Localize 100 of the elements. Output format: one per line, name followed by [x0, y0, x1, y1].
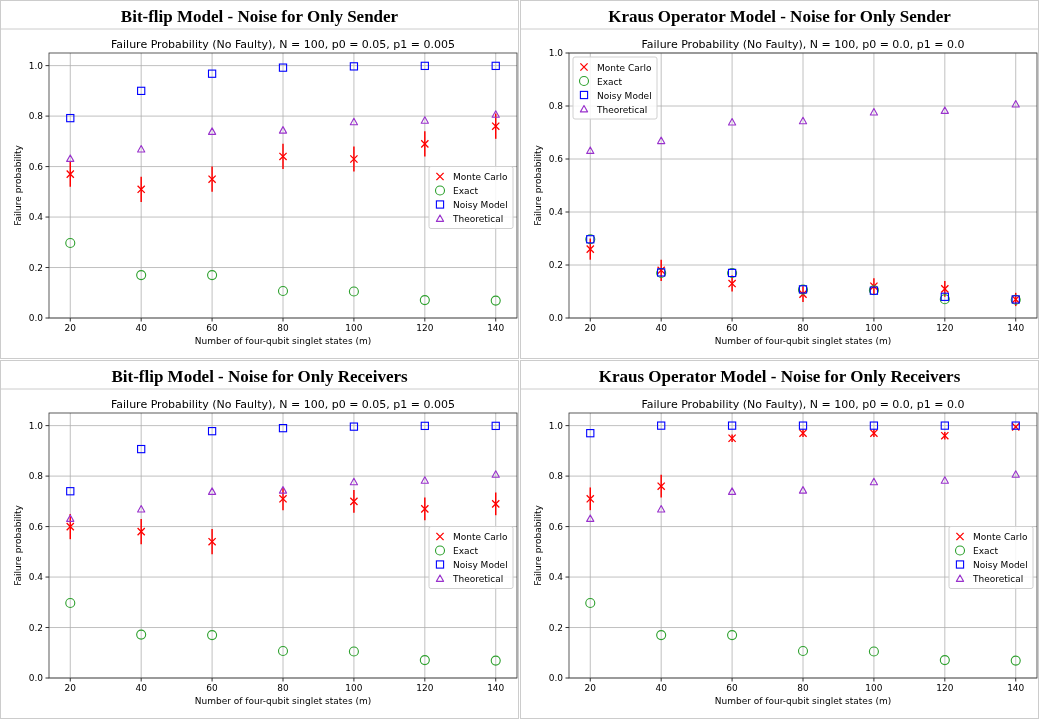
- y-tick-label: 0.4: [548, 207, 564, 217]
- x-tick-label: 140: [1007, 323, 1025, 333]
- point: [727, 279, 737, 288]
- point: [490, 295, 501, 306]
- point: [420, 421, 429, 431]
- point: [207, 174, 217, 184]
- point: [65, 597, 76, 609]
- legend-label: Exact: [453, 186, 479, 196]
- point: [939, 294, 950, 305]
- point: [66, 522, 75, 531]
- point: [136, 185, 146, 194]
- point: [137, 505, 146, 513]
- y-axis-title: Failure probability: [533, 504, 543, 586]
- point: [585, 597, 596, 609]
- point: [349, 422, 359, 431]
- point: [869, 281, 879, 291]
- point: [869, 107, 879, 116]
- y-axis-title: Failure probability: [533, 144, 543, 226]
- point: [278, 486, 288, 494]
- point: [869, 477, 879, 486]
- y-tick-label: 0.0: [28, 673, 44, 683]
- point: [586, 429, 595, 438]
- point: [586, 146, 595, 154]
- point: [349, 497, 359, 506]
- point: [727, 630, 738, 641]
- legend-label: Monte Carlo: [973, 532, 1028, 542]
- point: [940, 292, 949, 301]
- point: [420, 116, 429, 124]
- y-tick-label: 0.4: [28, 212, 44, 223]
- y-tick-label: 0.0: [548, 673, 564, 683]
- point: [1011, 470, 1020, 478]
- x-tick-label: 100: [865, 323, 883, 333]
- legend-label: Theoretical: [972, 574, 1024, 584]
- point: [137, 444, 146, 454]
- y-axis-title: Failure probability: [13, 144, 23, 226]
- point: [940, 476, 949, 484]
- point: [798, 486, 808, 494]
- point: [65, 237, 76, 249]
- x-tick-label: 20: [64, 683, 77, 693]
- legend-label: Monte Carlo: [453, 532, 508, 542]
- x-tick-label: 20: [64, 323, 77, 333]
- point: [586, 244, 595, 254]
- point: [278, 63, 288, 72]
- point: [207, 537, 217, 546]
- point: [348, 286, 359, 297]
- x-tick-label: 140: [1007, 683, 1025, 693]
- point: [207, 127, 217, 135]
- point: [491, 470, 500, 478]
- point: [420, 504, 430, 514]
- point: [66, 487, 75, 496]
- point: [656, 630, 667, 641]
- point: [586, 494, 595, 504]
- point: [420, 61, 429, 71]
- y-tick-label: 1.0: [28, 420, 44, 431]
- point: [798, 289, 808, 299]
- point: [420, 476, 429, 484]
- point: [940, 284, 950, 294]
- chart-subtitle: Failure Probability (No Faulty), N = 100, p0 = 0.0, p1 = 0.0: [641, 398, 965, 411]
- x-tick-label: 40: [135, 323, 148, 333]
- point: [656, 481, 666, 491]
- x-tick-label: 80: [797, 323, 809, 333]
- legend-label: Monte Carlo: [597, 62, 652, 73]
- point: [66, 169, 75, 179]
- y-tick-label: 0.8: [28, 471, 44, 482]
- legend-label: Noisy Model: [453, 560, 508, 570]
- legend-label: Noisy Model: [453, 200, 508, 210]
- point: [420, 139, 430, 149]
- chart-title: Kraus Operator Model - Noise for Only Receivers: [598, 367, 961, 386]
- point: [207, 630, 218, 641]
- x-tick-label: 120: [416, 683, 434, 693]
- point: [136, 270, 147, 281]
- point: [1010, 655, 1021, 666]
- point: [869, 421, 879, 430]
- x-tick-label: 140: [487, 683, 505, 693]
- chart-title: Kraus Operator Model - Noise for Only Sender: [608, 7, 952, 26]
- point: [207, 427, 217, 436]
- x-tick-label: 120: [416, 323, 434, 333]
- point: [869, 428, 879, 438]
- point: [419, 295, 430, 306]
- point: [1011, 99, 1020, 108]
- y-tick-label: 0.8: [548, 471, 564, 482]
- point: [136, 527, 146, 536]
- point: [278, 152, 288, 161]
- point: [727, 118, 737, 126]
- point: [586, 514, 595, 522]
- point: [349, 117, 359, 126]
- legend-label: Exact: [973, 546, 999, 556]
- y-tick-label: 0.6: [28, 521, 44, 532]
- point: [940, 106, 949, 114]
- point: [137, 86, 146, 96]
- x-tick-label: 100: [345, 683, 363, 693]
- y-tick-label: 1.0: [548, 420, 564, 431]
- y-tick-label: 0.6: [548, 521, 564, 532]
- y-axis-title: Failure probability: [13, 504, 23, 586]
- point: [491, 121, 500, 131]
- point: [207, 69, 217, 78]
- point: [940, 421, 949, 430]
- point: [349, 154, 359, 164]
- y-tick-label: 0.2: [28, 622, 43, 633]
- x-tick-label: 60: [206, 323, 219, 333]
